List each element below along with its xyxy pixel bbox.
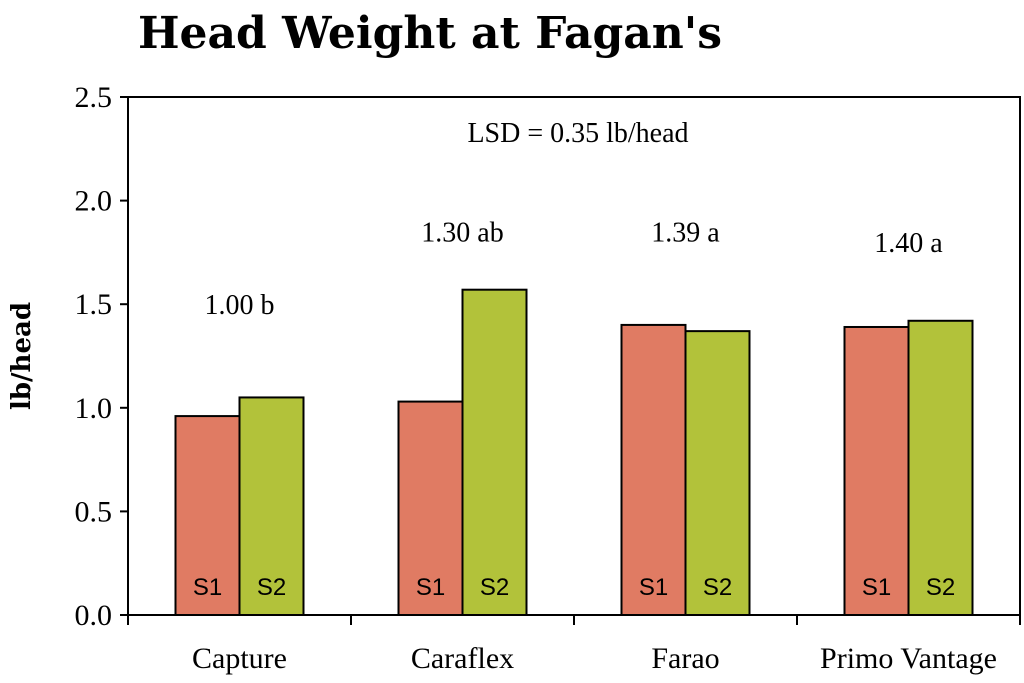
lsd-annotation: LSD = 0.35 lb/head <box>467 118 688 149</box>
y-tick-label: 2.0 <box>75 185 113 218</box>
bar-s1 <box>620 323 687 616</box>
bar-s2 <box>238 396 305 616</box>
y-axis-label: lb/head <box>7 302 37 410</box>
bar-series-label: S2 <box>926 574 955 601</box>
x-axis: Capture Caraflex Farao Primo Vantage <box>127 615 1021 675</box>
x-category-label: Primo Vantage <box>820 642 997 675</box>
bar-s1 <box>174 415 241 617</box>
group-significance-label: 1.30 ab <box>421 218 503 249</box>
group-significance-label: 1.00 b <box>205 290 275 321</box>
bar-s2 <box>907 319 974 616</box>
bar-series-label: S1 <box>416 574 445 601</box>
y-tick-label: 0.0 <box>75 599 113 632</box>
y-tick-label: 0.5 <box>75 495 113 528</box>
y-tick-label: 1.5 <box>75 288 113 321</box>
y-tick-label: 2.5 <box>75 81 113 114</box>
bar-series-label: S2 <box>703 574 732 601</box>
x-category-label: Caraflex <box>411 642 514 675</box>
y-tick-label: 1.0 <box>75 392 113 425</box>
bar-s2 <box>461 288 528 616</box>
x-category-label: Capture <box>192 642 287 675</box>
y-axis-ticks: 0.0 0.5 1.0 1.5 2.0 2.5 <box>75 81 128 632</box>
group-significance-label: 1.40 a <box>874 228 943 259</box>
bar-series-label: S2 <box>480 574 509 601</box>
bar-series-label: S1 <box>639 574 668 601</box>
bars: S1 S2 S1 S2 S1 S2 S1 S2 <box>174 288 974 617</box>
group-labels: 1.00 b 1.30 ab 1.39 a 1.40 a <box>205 218 944 322</box>
chart-title: Head Weight at Fagan's <box>138 8 722 59</box>
bar-s1 <box>397 400 464 617</box>
x-category-label: Farao <box>651 642 719 675</box>
bar-series-label: S1 <box>193 574 222 601</box>
bar-series-label: S2 <box>257 574 286 601</box>
bar-series-label: S1 <box>862 574 891 601</box>
bar-s2 <box>684 330 751 616</box>
bar-s1 <box>843 325 910 616</box>
group-significance-label: 1.39 a <box>651 218 720 249</box>
